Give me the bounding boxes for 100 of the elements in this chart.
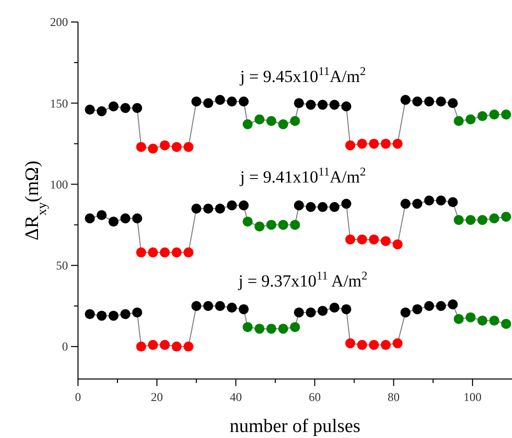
point [341, 304, 352, 314]
point [400, 198, 410, 209]
point [412, 96, 422, 107]
point [392, 338, 403, 348]
x-tick-label: 100 [464, 390, 482, 404]
point [306, 100, 316, 110]
point [172, 342, 182, 352]
point [448, 299, 458, 310]
point [172, 247, 182, 258]
point [357, 138, 368, 149]
point [148, 340, 158, 350]
point [329, 302, 340, 313]
point [380, 138, 391, 149]
point [183, 247, 194, 258]
point [448, 98, 458, 108]
series-label: j = 9.41x10$^{11}$A/m$^{2}$ [239, 164, 366, 186]
x-tick-label: 60 [308, 390, 321, 404]
point [136, 342, 146, 352]
point [477, 316, 488, 326]
point [489, 213, 500, 224]
point [368, 234, 379, 244]
point [400, 94, 410, 105]
point [489, 109, 500, 120]
point [183, 142, 194, 152]
point [215, 204, 226, 214]
point [254, 324, 264, 334]
point [318, 100, 328, 110]
series-label: j = 9.37x10$^{11}$ A/m$^{2}$ [237, 268, 368, 290]
point [329, 202, 340, 212]
x-tick-label: 40 [230, 390, 242, 404]
point [226, 200, 237, 210]
point [238, 96, 249, 107]
point [278, 324, 288, 334]
point [380, 340, 391, 350]
y-tick-label: 200 [50, 15, 68, 30]
point [120, 103, 130, 114]
point [266, 220, 276, 230]
point [501, 109, 512, 120]
x-tick-label: 80 [388, 390, 400, 404]
point [466, 114, 476, 124]
x-tick-label: 20 [150, 390, 163, 404]
point [203, 300, 214, 311]
point [108, 101, 119, 112]
point [132, 213, 142, 224]
point [96, 106, 107, 116]
point [278, 220, 288, 230]
point [226, 96, 237, 107]
point [345, 140, 356, 150]
point [294, 200, 304, 210]
point [412, 304, 422, 314]
point [436, 96, 446, 107]
point [238, 304, 249, 314]
point [254, 114, 264, 124]
point [345, 234, 356, 244]
point [108, 216, 119, 227]
point [454, 214, 464, 225]
point [215, 300, 226, 311]
point [392, 239, 403, 250]
point [136, 142, 146, 152]
point [96, 210, 107, 220]
point [242, 322, 253, 332]
point [400, 307, 410, 318]
point [477, 214, 488, 225]
point [294, 307, 304, 318]
point [290, 322, 300, 332]
point [368, 340, 379, 350]
point [357, 340, 368, 350]
y-tick-label: 100 [50, 177, 68, 192]
point [466, 214, 476, 225]
point [466, 312, 476, 322]
point [120, 213, 130, 224]
point [392, 138, 403, 149]
point [412, 198, 422, 209]
point [136, 247, 146, 258]
point [84, 104, 95, 115]
point [345, 338, 356, 348]
point [477, 111, 488, 122]
point [501, 318, 512, 329]
point [203, 98, 214, 108]
point [84, 213, 95, 224]
point [226, 302, 237, 313]
point [368, 138, 379, 149]
point [290, 220, 300, 230]
point [266, 116, 276, 126]
y-tick-label: 50 [56, 258, 68, 273]
point [318, 306, 328, 316]
point [132, 103, 142, 114]
point [84, 309, 95, 320]
y-tick-label: 0 [62, 340, 68, 354]
point [191, 300, 202, 311]
point [96, 310, 107, 321]
x-axis-title: number of pulses [230, 416, 360, 437]
point [160, 340, 170, 350]
point [501, 212, 512, 222]
point [238, 200, 249, 210]
x-tick-label: 0 [75, 390, 81, 404]
point [183, 342, 194, 352]
point [294, 98, 304, 108]
point [329, 100, 340, 110]
point [306, 307, 316, 318]
